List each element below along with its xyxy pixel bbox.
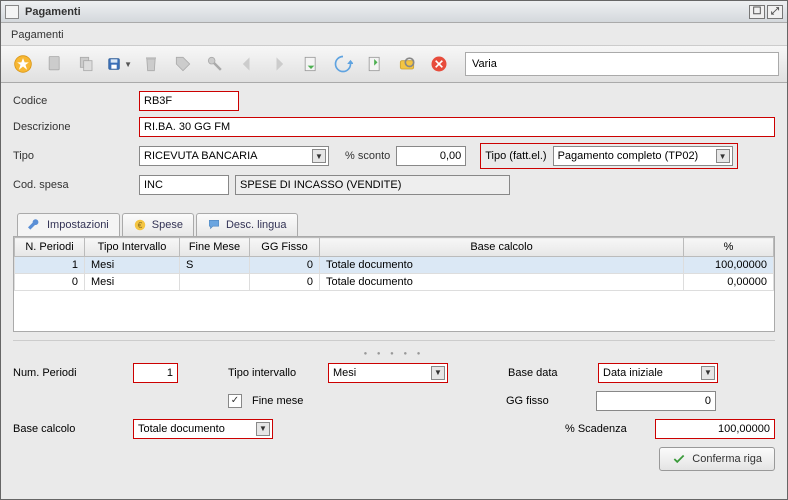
gg-fisso-input[interactable] (596, 391, 716, 411)
star-icon[interactable] (9, 50, 37, 78)
tab-impostazioni[interactable]: Impostazioni (17, 213, 120, 236)
tabs: Impostazioni € Spese Desc. lingua (13, 209, 775, 236)
scadenza-input[interactable] (655, 419, 775, 439)
chevron-down-icon: ▼ (256, 422, 270, 436)
new-icon[interactable] (41, 50, 69, 78)
key-icon[interactable] (201, 50, 229, 78)
close-icon[interactable] (425, 50, 453, 78)
confirm-row-button[interactable]: Conferma riga (659, 447, 775, 471)
next-icon[interactable] (265, 50, 293, 78)
copy-icon[interactable] (73, 50, 101, 78)
form-area: Codice Descrizione Tipo RICEVUTA BANCARI… (1, 83, 787, 205)
codice-label: Codice (13, 95, 133, 107)
descrizione-label: Descrizione (13, 121, 133, 133)
import-icon[interactable] (297, 50, 325, 78)
page-subtitle: Pagamenti (1, 23, 787, 45)
tipo-fattel-select[interactable]: Pagamento completo (TP02) ▼ (553, 146, 733, 166)
tab-desc-lingua[interactable]: Desc. lingua (196, 213, 298, 236)
export-icon[interactable] (361, 50, 389, 78)
grid: N. Periodi Tipo Intervallo Fine Mese GG … (13, 236, 775, 332)
num-periodi-label: Num. Periodi (13, 367, 123, 379)
refresh-icon[interactable] (329, 50, 357, 78)
table-row-empty (15, 291, 774, 331)
sconto-label: % sconto (345, 150, 390, 162)
wrench-icon (28, 218, 42, 232)
col-perc[interactable]: % (684, 238, 774, 257)
base-calcolo-label: Base calcolo (13, 423, 123, 435)
col-basecalcolo[interactable]: Base calcolo (320, 238, 684, 257)
app-icon (5, 5, 19, 19)
titlebar: Pagamenti ☐ ⤢ (1, 1, 787, 23)
descrizione-input[interactable] (139, 117, 775, 137)
tipo-fattel-label: Tipo (fatt.el.) (485, 150, 546, 162)
col-nperiodi[interactable]: N. Periodi (15, 238, 85, 257)
tipo-select[interactable]: RICEVUTA BANCARIA ▼ (139, 146, 329, 166)
col-ggfisso[interactable]: GG Fisso (250, 238, 320, 257)
col-finemese[interactable]: Fine Mese (180, 238, 250, 257)
chevron-down-icon: ▼ (701, 366, 715, 380)
maximize-button[interactable]: ⤢ (767, 5, 783, 19)
window-title: Pagamenti (25, 6, 81, 18)
tipo-label: Tipo (13, 150, 133, 162)
svg-text:€: € (137, 221, 142, 230)
sconto-input[interactable] (396, 146, 466, 166)
base-data-select[interactable]: Data iniziale ▼ (598, 363, 718, 383)
search-input[interactable] (465, 52, 779, 76)
prev-icon[interactable] (233, 50, 261, 78)
tipo-fattel-group: Tipo (fatt.el.) Pagamento completo (TP02… (480, 143, 737, 169)
chevron-down-icon: ▼ (431, 366, 445, 380)
base-calcolo-select[interactable]: Totale documento ▼ (133, 419, 273, 439)
codice-input[interactable] (139, 91, 239, 111)
tipo-intervallo-select[interactable]: Mesi ▼ (328, 363, 448, 383)
base-data-label: Base data (508, 367, 588, 379)
codspesa-desc (235, 175, 510, 195)
gg-fisso-label: GG fisso (506, 395, 586, 407)
speech-icon (207, 218, 221, 232)
fine-mese-checkbox[interactable]: ✓ (228, 394, 242, 408)
detail-panel: ● ● ● ● ● Num. Periodi Tipo intervallo M… (13, 340, 775, 479)
delete-icon[interactable] (137, 50, 165, 78)
codspesa-label: Cod. spesa (13, 179, 133, 191)
fine-mese-label: Fine mese (252, 395, 303, 407)
window: Pagamenti ☐ ⤢ Pagamenti ▼ Codice Descriz… (0, 0, 788, 500)
tipo-value: RICEVUTA BANCARIA (144, 150, 258, 162)
scadenza-label: % Scadenza (565, 423, 645, 435)
table-row[interactable]: 1 Mesi S 0 Totale documento 100,00000 (15, 257, 774, 274)
tag-icon[interactable] (169, 50, 197, 78)
codspesa-input[interactable] (139, 175, 229, 195)
col-tipointervallo[interactable]: Tipo Intervallo (85, 238, 180, 257)
toolbar: ▼ (1, 45, 787, 83)
table-row[interactable]: 0 Mesi 0 Totale documento 0,00000 (15, 274, 774, 291)
tipo-fattel-value: Pagamento completo (TP02) (558, 150, 699, 162)
check-icon (672, 452, 686, 466)
chevron-down-icon: ▼ (312, 149, 326, 163)
save-icon[interactable]: ▼ (105, 50, 133, 78)
tab-spese[interactable]: € Spese (122, 213, 194, 236)
find-icon[interactable] (393, 50, 421, 78)
resize-grip[interactable]: ● ● ● ● ● (13, 351, 775, 357)
euro-icon: € (133, 218, 147, 232)
num-periodi-input[interactable] (133, 363, 178, 383)
tipo-intervallo-label: Tipo intervallo (228, 367, 318, 379)
minimize-button[interactable]: ☐ (749, 5, 765, 19)
chevron-down-icon: ▼ (716, 149, 730, 163)
